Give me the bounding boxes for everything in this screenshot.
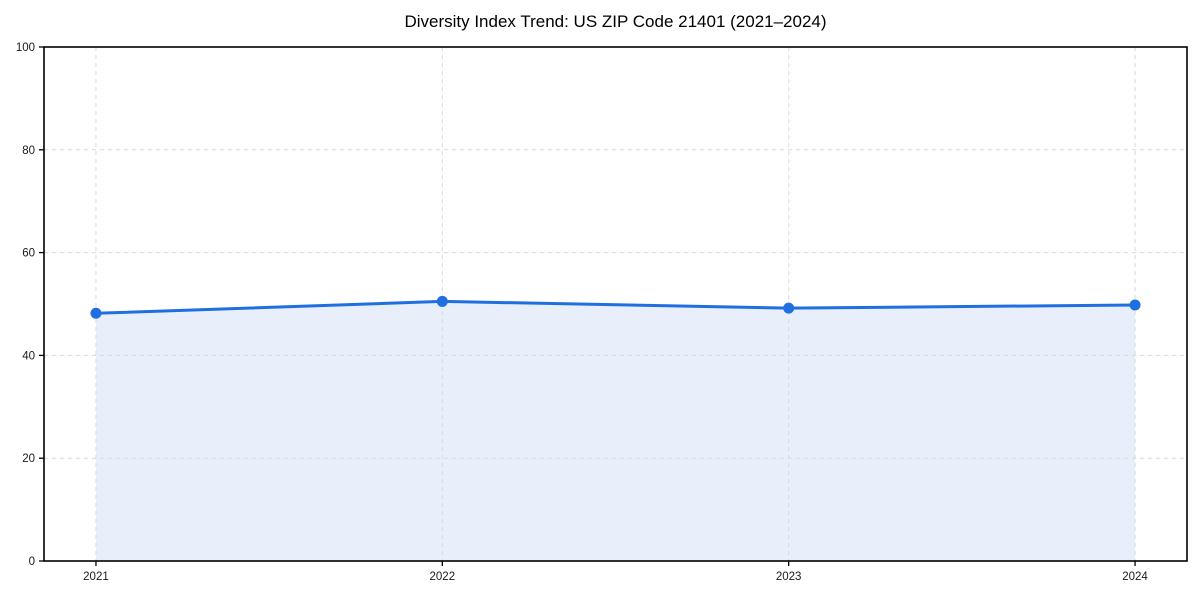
data-point-2021 [90, 307, 102, 319]
chart-title: Diversity Index Trend: US ZIP Code 21401… [404, 12, 827, 31]
x-tick-label: 2023 [776, 571, 802, 583]
data-point-2024 [1129, 299, 1141, 311]
data-point-2023 [783, 302, 795, 314]
y-tick-label: 20 [22, 453, 35, 465]
area-fill [96, 301, 1135, 561]
data-point-2022 [436, 295, 448, 307]
y-tick-label: 80 [22, 145, 35, 157]
plot-border [43, 46, 1188, 562]
y-tick-label: 100 [16, 42, 35, 54]
trend-line [94, 299, 1137, 315]
x-tick-label: 2021 [83, 571, 109, 583]
x-tick-label: 2022 [430, 571, 456, 583]
y-tick-label: 0 [29, 556, 35, 568]
y-tick-label: 40 [22, 350, 35, 362]
y-tick-label: 60 [22, 248, 35, 260]
x-tick-label: 2024 [1122, 571, 1148, 583]
